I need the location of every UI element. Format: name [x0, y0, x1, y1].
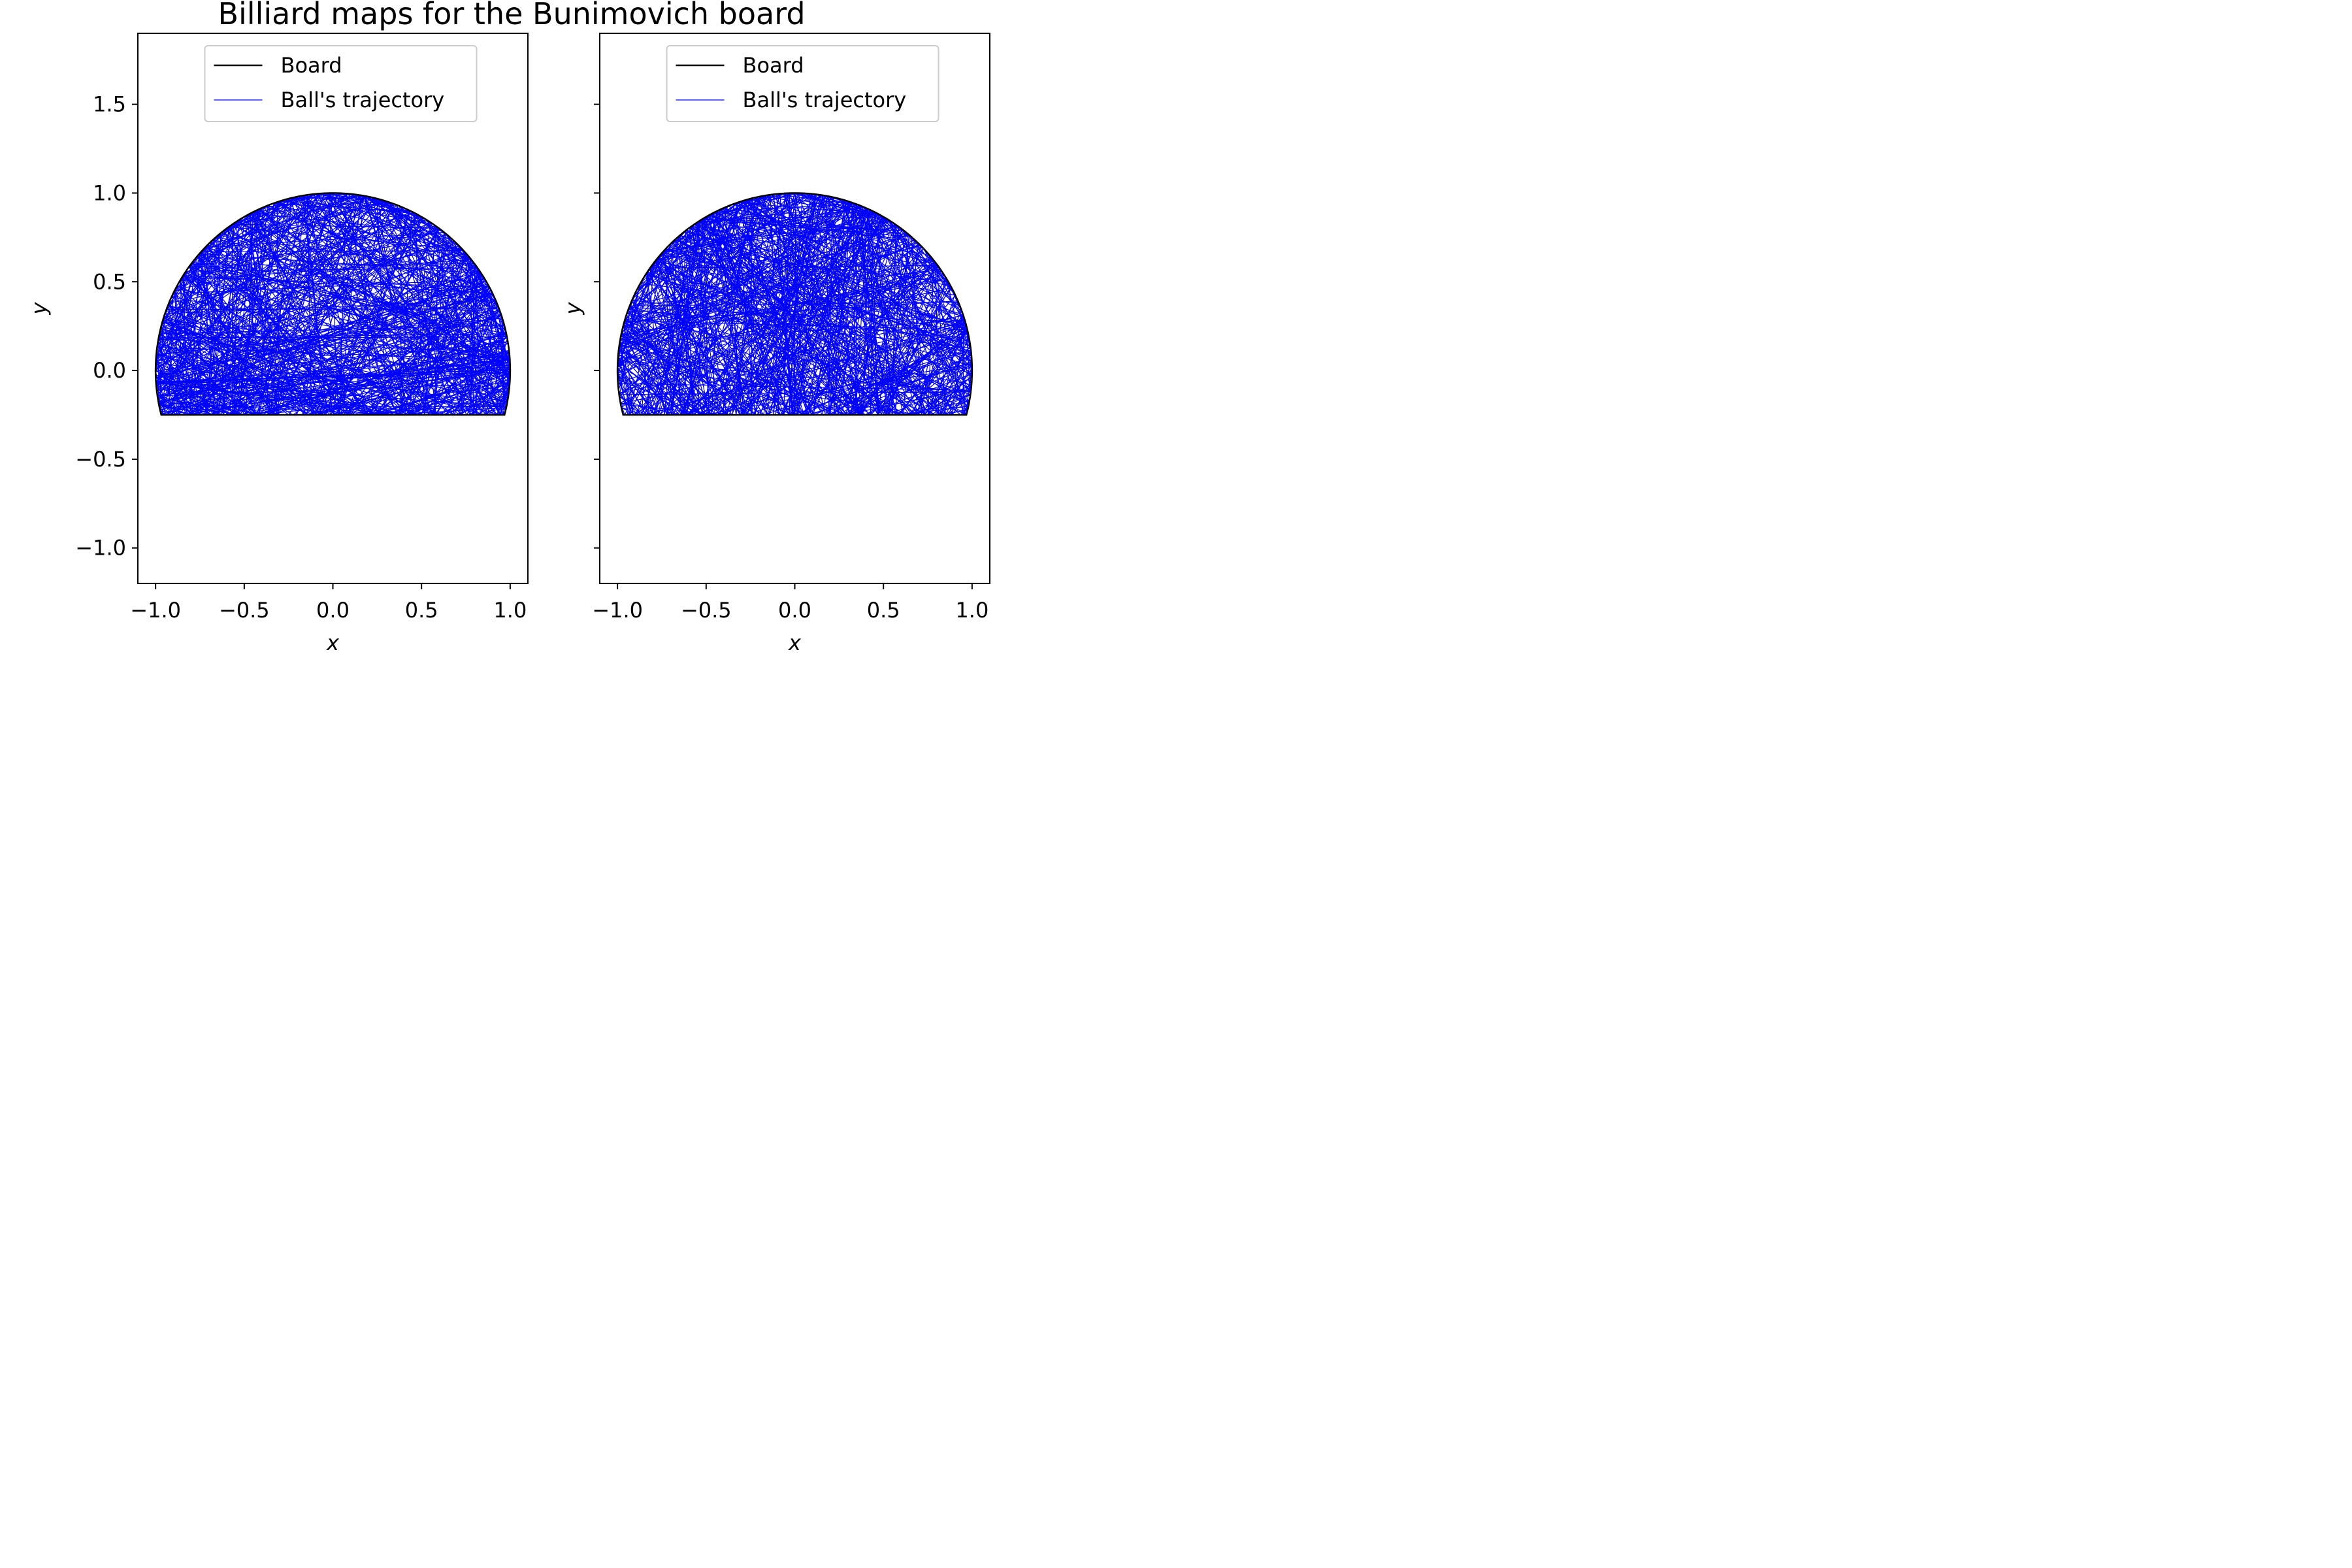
figure: Billiard maps for the Bunimovich board −… [27, 0, 990, 655]
x-axis-label: x [788, 630, 802, 655]
x-tick-label: 0.5 [867, 598, 900, 623]
x-tick-label: −0.5 [219, 598, 270, 623]
y-tick-label: −0.5 [75, 447, 126, 472]
legend-box [666, 45, 939, 122]
y-tick-label: 1.0 [93, 180, 126, 205]
y-tick-label: 1.5 [93, 92, 126, 117]
x-tick-label: 0.0 [778, 598, 811, 623]
legend-board-label: Board [281, 53, 342, 78]
plot-frame [137, 33, 529, 584]
trajectory-line [155, 192, 511, 416]
plot-frame [599, 33, 990, 584]
y-tick-label: 0.0 [93, 358, 126, 383]
legend-box [204, 45, 478, 122]
y-axis-label: y [561, 301, 585, 315]
legend-trajectory-label: Ball's trajectory [743, 88, 907, 112]
x-tick-label: 0.0 [316, 598, 350, 623]
legend: Board Ball's trajectory [666, 45, 939, 122]
y-tick-label: 0.5 [93, 269, 126, 294]
x-tick-label: 1.0 [955, 598, 988, 623]
x-tick-label: 1.0 [493, 598, 527, 623]
y-tick-label: −1.0 [75, 536, 126, 561]
legend: Board Ball's trajectory [204, 45, 478, 122]
x-axis-label: x [326, 630, 340, 655]
legend-trajectory-label: Ball's trajectory [281, 88, 445, 112]
subplot-right: −1.0 −0.5 0.0 0.5 1.0 x y Board Ball's trajector… [561, 33, 990, 655]
figure-title: Billiard maps for the Bunimovich board [218, 0, 805, 31]
x-tick-label: −1.0 [130, 598, 181, 623]
y-axis-label: y [27, 301, 52, 315]
legend-board-label: Board [743, 53, 804, 78]
board-outline [154, 192, 512, 416]
x-tick-label: −1.0 [592, 598, 643, 623]
x-tick-label: −0.5 [681, 598, 732, 623]
trajectory-line [617, 192, 973, 416]
subplot-left: −1.0 −0.5 0.0 0.5 1.0 −1.0 −0.5 0.0 0.5 1.0 1.5 x y B… [27, 33, 529, 655]
x-tick-label: 0.5 [405, 598, 438, 623]
board-outline [616, 192, 973, 416]
